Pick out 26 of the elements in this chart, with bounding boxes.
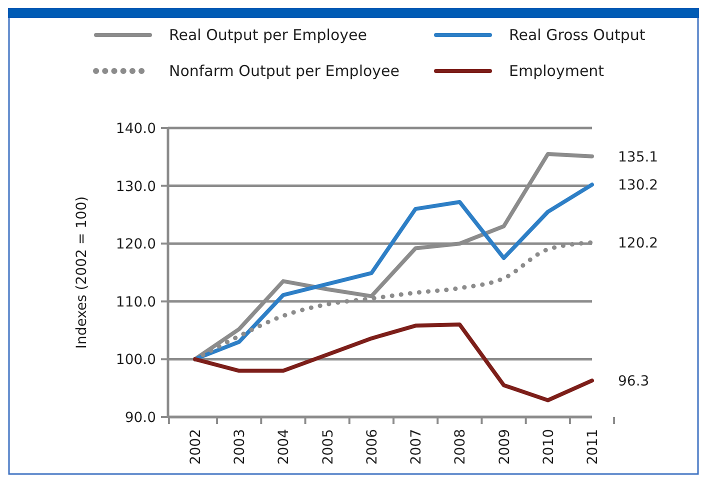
data-label: 120.2: [618, 235, 658, 252]
x-tick-label: 2008: [452, 429, 469, 465]
x-tick-label: 2003: [232, 429, 248, 465]
legend-label: Real Output per Employee: [169, 26, 367, 44]
y-tick-label: 90.0: [124, 410, 156, 426]
y-tick-label: 140.0: [116, 121, 156, 137]
data-label: 135.1: [618, 149, 658, 166]
legend-label: Real Gross Output: [509, 26, 646, 44]
line-series: [193, 322, 594, 402]
data-label: 96.3: [618, 374, 650, 390]
x-tick-label: 2010: [540, 429, 557, 465]
y-tick-label: 120.0: [116, 236, 156, 253]
legend-label: Employment: [509, 62, 604, 80]
y-tick-label: 110.0: [116, 294, 156, 310]
x-tick-label: 2007: [408, 429, 425, 465]
x-tick-label: 2011: [585, 429, 601, 465]
legend-label: Nonfarm Output per Employee: [169, 62, 400, 80]
y-axis-title: Indexes (2002 = 100): [74, 196, 90, 349]
y-tick-label: 130.0: [116, 178, 156, 195]
x-tick-label: 2009: [496, 429, 513, 465]
y-tick-label: 100.0: [116, 352, 156, 368]
data-label: 130.2: [618, 178, 658, 194]
x-tick-label: 2005: [320, 429, 336, 465]
x-tick-label: 2002: [188, 429, 204, 465]
x-tick-label: 2004: [276, 428, 292, 465]
x-tick-label: 2006: [364, 428, 380, 465]
